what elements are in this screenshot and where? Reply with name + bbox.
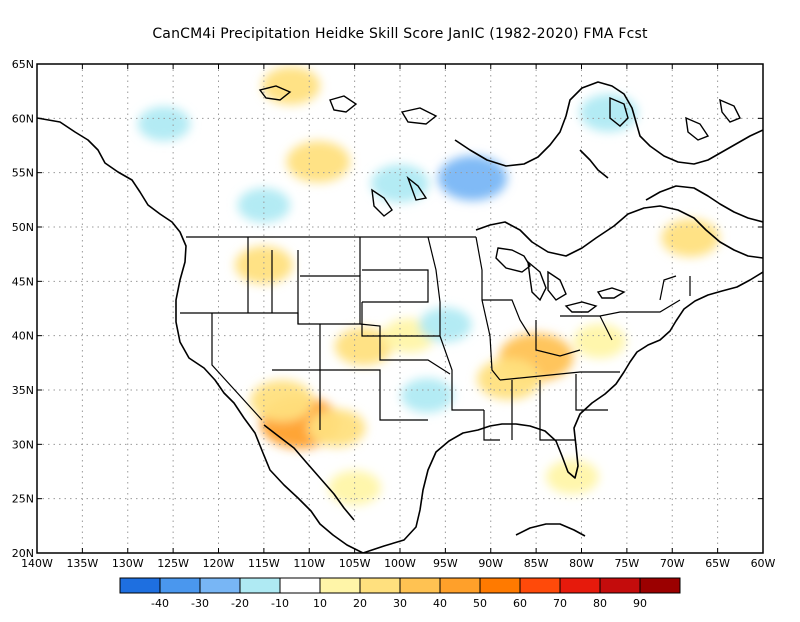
skill-blob-alberta [286, 141, 351, 183]
skill-blob-texas [400, 378, 454, 413]
colorbar-bin [479, 577, 521, 594]
lon-label: 75W [614, 557, 639, 570]
lat-label: 50N [12, 221, 34, 234]
colorbar-bin [399, 577, 441, 594]
lat-label: 45N [12, 275, 34, 288]
latitude-labels: 65N 60N 55N 50N 45N 40N 35N 30N 25N 20N [12, 58, 34, 560]
colorbar-label: 50 [473, 597, 487, 610]
lon-label: 130W [112, 557, 144, 570]
map-title: CanCM4i Precipitation Heidke Skill Score… [152, 26, 648, 42]
plot-background [37, 64, 763, 553]
lakes-and-islands [258, 85, 741, 313]
lon-label: 90W [478, 557, 503, 570]
skill-blob-quebec [661, 218, 720, 257]
skill-blob-alaska-gulf [137, 106, 191, 142]
colorbar-label: -30 [191, 597, 209, 610]
skill-blob-southern-arizona [250, 380, 314, 422]
longitude-labels: 140W 135W 130W 125W 120W 115W 110W 105W 100W 95W 9… [21, 557, 775, 570]
colorbar-label: 80 [593, 597, 607, 610]
lat-label: 25N [12, 493, 34, 506]
colorbar-label: 90 [633, 597, 647, 610]
colorbar-label: 40 [433, 597, 447, 610]
colorbar-bin [599, 577, 641, 594]
grid-lines [37, 64, 763, 553]
skill-blob-upper-midwest [419, 307, 472, 343]
state-borders [180, 236, 691, 441]
lon-label: 120W [203, 557, 235, 570]
skill-blob-saskatchewan [371, 164, 429, 203]
lon-label: 110W [293, 557, 325, 570]
lon-label: 95W [433, 557, 458, 570]
lon-label: 125W [157, 557, 189, 570]
colorbar-bin [559, 577, 601, 594]
colorbar-bin [159, 577, 201, 594]
lat-label: 35N [12, 384, 34, 397]
colorbar-bin [279, 577, 321, 594]
colorbar-label: -20 [231, 597, 249, 610]
colorbar-bin [239, 577, 281, 594]
lat-label: 40N [12, 330, 34, 343]
colorbar-bin [199, 577, 241, 594]
skill-blob-yukon [262, 66, 321, 105]
colorbar-label: 60 [513, 597, 527, 610]
skill-blob-colorado [334, 327, 393, 366]
skill-blob-british-columbia [237, 188, 291, 223]
lon-label: 85W [524, 557, 549, 570]
lat-label: 60N [12, 112, 34, 125]
lon-label: 105W [339, 557, 371, 570]
colorbar-bin [119, 577, 161, 594]
lon-label: 100W [384, 557, 416, 570]
colorbar-label: 30 [393, 597, 407, 610]
lon-label: 140W [21, 557, 53, 570]
colorbar-labels: -40 -30 -20 -10 10 20 30 40 50 60 70 80 90 [151, 597, 647, 610]
lat-label: 20N [12, 547, 34, 560]
lat-label: 65N [12, 58, 34, 71]
lat-label: 55N [12, 167, 34, 180]
axis-ticks [36, 63, 764, 554]
lat-label: 30N [12, 438, 34, 451]
colorbar-bin [639, 577, 681, 594]
colorbar-label: 10 [313, 597, 327, 610]
coastlines [37, 81, 763, 553]
lon-label: 70W [660, 557, 685, 570]
lon-label: 65W [705, 557, 730, 570]
skill-blob-northern-rockies [234, 246, 293, 285]
colorbar [119, 577, 681, 594]
skill-blob-new-mexico [307, 409, 366, 448]
lon-label: 115W [248, 557, 280, 570]
colorbar-bin [519, 577, 561, 594]
colorbar-label: 70 [553, 597, 567, 610]
colorbar-bin [439, 577, 481, 594]
colorbar-bin [319, 577, 361, 594]
skill-blob-mid-atlantic [573, 323, 626, 359]
colorbar-label: -10 [271, 597, 289, 610]
skill-blob-florida [546, 459, 599, 495]
skill-blob-manitoba [438, 155, 508, 201]
colorbar-label: 20 [353, 597, 367, 610]
skill-blob-hudson-bay [579, 93, 638, 132]
lon-label: 80W [569, 557, 594, 570]
skill-blob-nevada-utah [222, 303, 270, 335]
lon-label: 60W [751, 557, 776, 570]
lon-label: 135W [66, 557, 98, 570]
colorbar-bin [359, 577, 401, 594]
colorbar-label: -40 [151, 597, 169, 610]
